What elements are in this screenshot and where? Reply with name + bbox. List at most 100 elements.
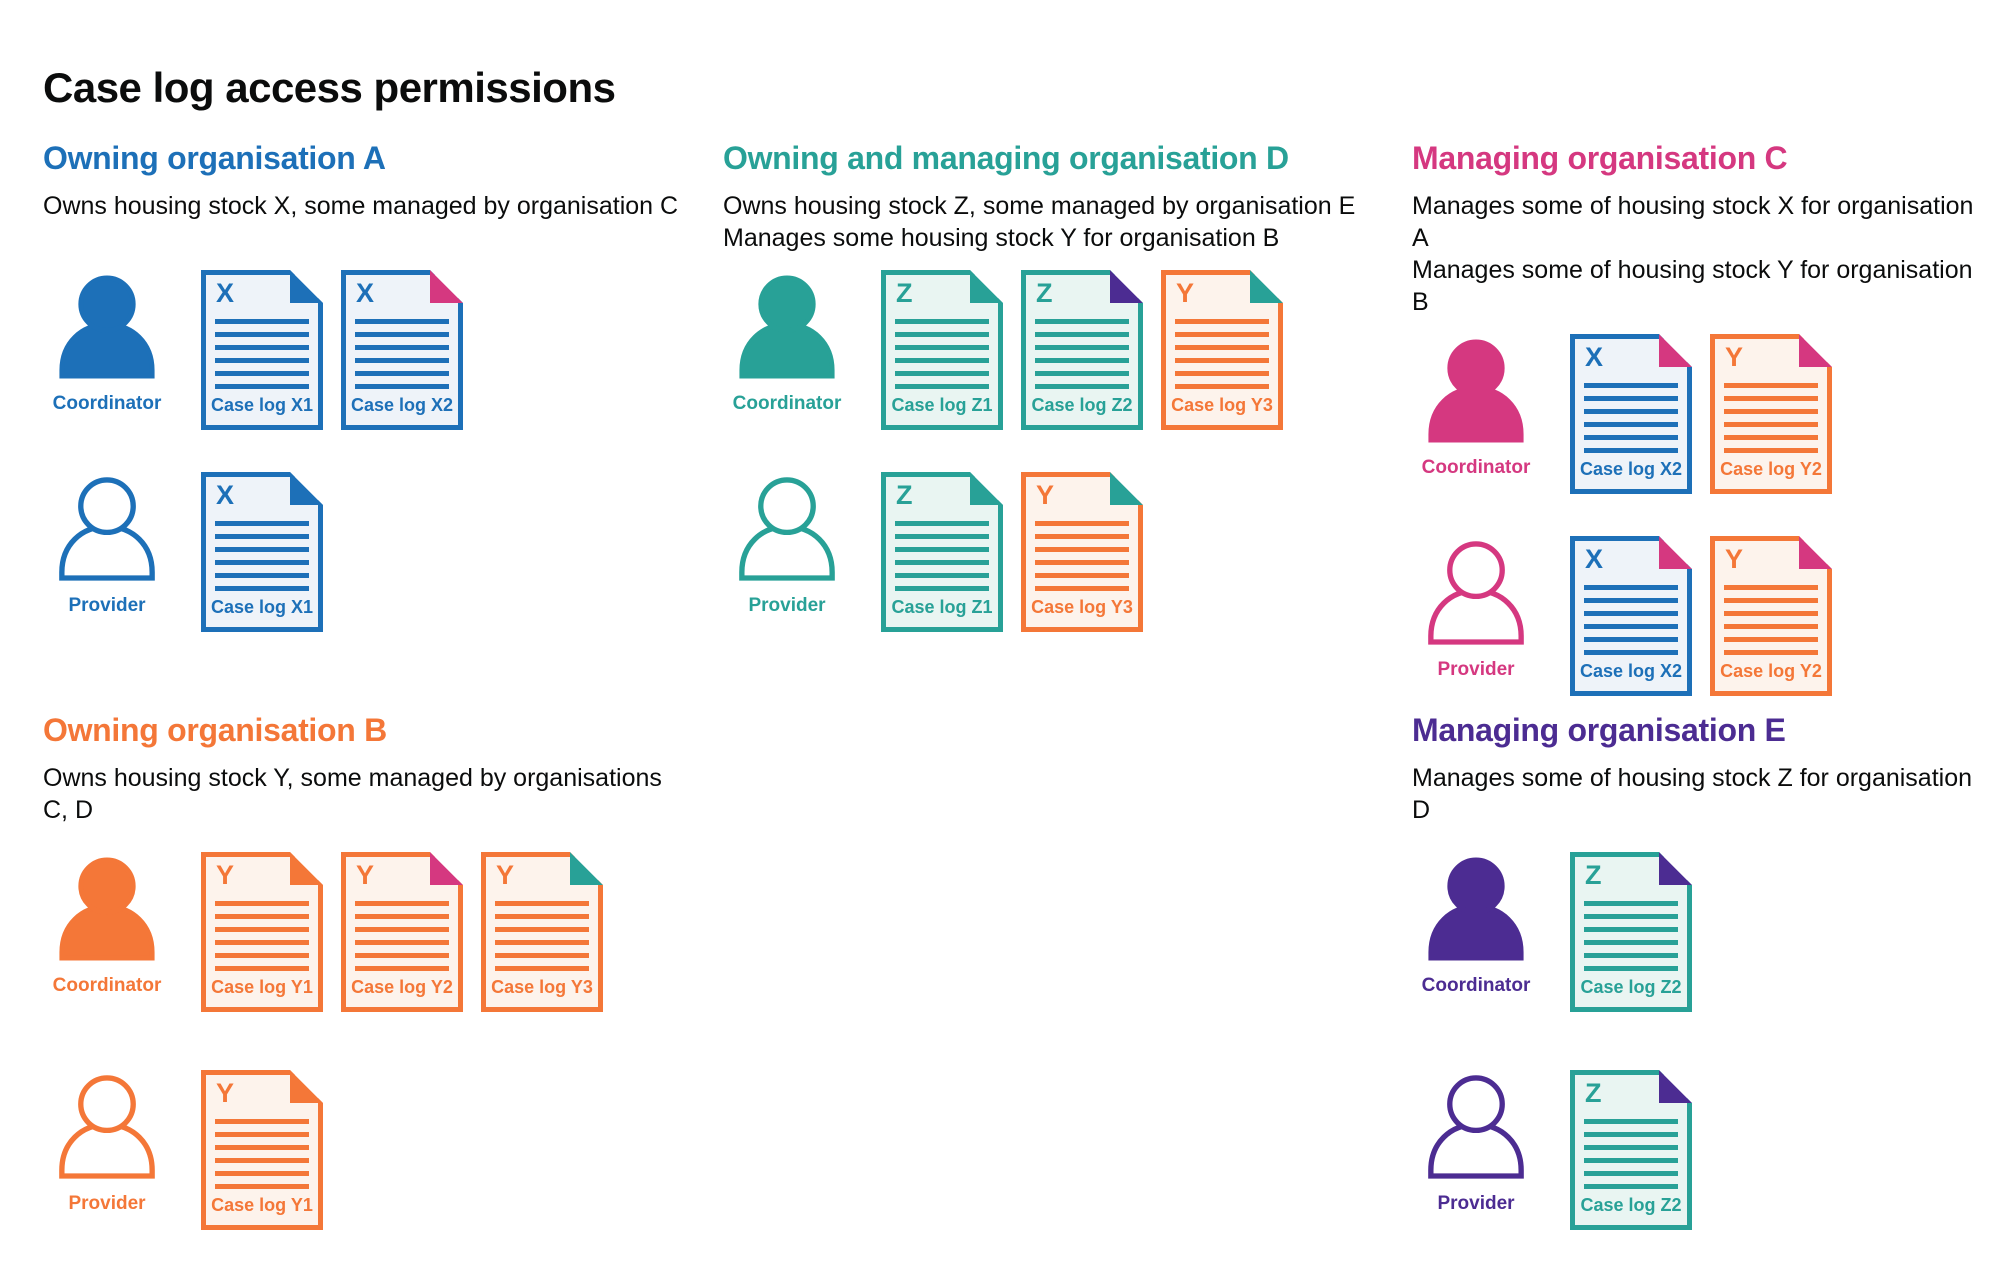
org-b-description-line-1: Owns housing stock Y, some managed by or… xyxy=(43,764,662,824)
org-a-section: Owning organisation A Owns housing stock… xyxy=(43,138,693,632)
doc-letter: Z xyxy=(1585,860,1602,890)
doc-label: Case log X1 xyxy=(210,395,314,415)
doc-text-lines-icon xyxy=(215,319,309,389)
case-log-document: Y Case log Y2 xyxy=(1710,536,1832,696)
doc-label: Case log Y1 xyxy=(211,1195,313,1215)
org-c-description: Manages some of housing stock X for orga… xyxy=(1412,190,1992,318)
doc-label: Case log X2 xyxy=(1579,459,1683,479)
doc-group: X Case log X2 Y Case log Y2 xyxy=(1570,536,1832,696)
org-c-coordinator-row: Coordinator X Case log X2 Y Case log Y2 xyxy=(1412,334,1992,494)
doc-group: Z Case log Z2 xyxy=(1570,1070,1692,1230)
case-log-document: X Case log X1 xyxy=(201,270,323,430)
doc-label: Case log Z2 xyxy=(1031,395,1133,415)
case-log-document: Y Case log Y1 xyxy=(201,1070,323,1230)
doc-label: Case log Y3 xyxy=(1171,395,1273,415)
role-label: Coordinator xyxy=(1421,975,1531,996)
doc-label: Case log Y3 xyxy=(1031,597,1133,617)
case-log-document: X Case log X1 xyxy=(201,472,323,632)
role-label: Coordinator xyxy=(52,975,162,996)
org-e-section: Managing organisation E Manages some of … xyxy=(1412,710,1992,1230)
doc-text-lines-icon xyxy=(495,901,589,971)
doc-text-lines-icon xyxy=(1724,585,1818,655)
org-b-section: Owning organisation B Owns housing stock… xyxy=(43,710,693,1230)
doc-letter: Z xyxy=(896,480,913,510)
case-log-document: X Case log X2 xyxy=(1570,334,1692,494)
org-c-description-line-2: Manages some of housing stock Y for orga… xyxy=(1412,256,1973,316)
org-a-coordinator-row: Coordinator X Case log X1 X Case log X2 xyxy=(43,270,693,430)
coordinator-icon xyxy=(1426,338,1526,443)
doc-letter: X xyxy=(1585,544,1604,574)
folded-corner-icon xyxy=(1659,334,1692,367)
doc-label: Case log Y2 xyxy=(1720,459,1822,479)
case-log-document: Z Case log Z2 xyxy=(1570,852,1692,1012)
doc-group: X Case log X1 X Case log X2 xyxy=(201,270,463,430)
provider-cell: Provider xyxy=(723,472,851,617)
doc-label: Case log X2 xyxy=(1579,661,1683,681)
case-log-document: Z Case log Z1 xyxy=(881,270,1003,430)
doc-group: Z Case log Z1 Z Case log Z2 Y Case log Y… xyxy=(881,270,1283,430)
org-d-coordinator-row: Coordinator Z Case log Z1 Z Case log Z2 … xyxy=(723,270,1383,430)
doc-text-lines-icon xyxy=(1035,319,1129,389)
case-log-document: Y Case log Y2 xyxy=(1710,334,1832,494)
coordinator-icon xyxy=(1426,856,1526,961)
case-log-document: X Case log X2 xyxy=(1570,536,1692,696)
role-label: Coordinator xyxy=(52,393,162,414)
doc-label: Case log Z2 xyxy=(1580,1195,1682,1215)
org-e-description: Manages some of housing stock Z for orga… xyxy=(1412,762,1992,826)
doc-label: Case log Z2 xyxy=(1580,977,1682,997)
doc-label: Case log Y2 xyxy=(351,977,453,997)
folded-corner-icon xyxy=(290,472,323,505)
case-log-document: Y Case log Y3 xyxy=(1161,270,1283,430)
provider-icon xyxy=(1426,540,1526,645)
doc-text-lines-icon xyxy=(895,521,989,591)
case-log-document: X Case log X2 xyxy=(341,270,463,430)
doc-text-lines-icon xyxy=(355,319,449,389)
doc-text-lines-icon xyxy=(1724,383,1818,453)
doc-group: X Case log X1 xyxy=(201,472,323,632)
org-c-description-line-1: Manages some of housing stock X for orga… xyxy=(1412,192,1974,252)
org-b-coordinator-row: Coordinator Y Case log Y1 Y Case log Y2 … xyxy=(43,852,693,1012)
doc-letter: X xyxy=(216,480,235,510)
org-e-coordinator-row: Coordinator Z Case log Z2 xyxy=(1412,852,1992,1012)
doc-group: Y Case log Y1 Y Case log Y2 Y Case log Y… xyxy=(201,852,603,1012)
doc-letter: X xyxy=(356,278,375,308)
doc-group: Z Case log Z2 xyxy=(1570,852,1692,1012)
doc-letter: Z xyxy=(1585,1078,1602,1108)
doc-text-lines-icon xyxy=(1035,521,1129,591)
org-c-provider-row: Provider X Case log X2 Y Case log Y2 xyxy=(1412,536,1992,696)
org-d-description: Owns housing stock Z, some managed by or… xyxy=(723,190,1383,254)
doc-label: Case log Y1 xyxy=(211,977,313,997)
org-e-description-line-1: Manages some of housing stock Z for orga… xyxy=(1412,764,1973,824)
folded-corner-icon xyxy=(1799,536,1832,569)
folded-corner-icon xyxy=(290,852,323,885)
case-log-document: Y Case log Y2 xyxy=(341,852,463,1012)
org-a-description-line-1: Owns housing stock X, some managed by or… xyxy=(43,192,679,220)
doc-text-lines-icon xyxy=(355,901,449,971)
page-title: Case log access permissions xyxy=(43,64,616,112)
org-a-description: Owns housing stock X, some managed by or… xyxy=(43,190,693,254)
folded-corner-icon xyxy=(970,270,1003,303)
doc-letter: Y xyxy=(216,1078,235,1108)
doc-letter: Y xyxy=(1725,544,1744,574)
case-log-document: Z Case log Z1 xyxy=(881,472,1003,632)
folded-corner-icon xyxy=(1659,1070,1692,1103)
doc-text-lines-icon xyxy=(1584,1119,1678,1189)
role-label: Provider xyxy=(748,595,826,616)
org-d-description-line-2: Manages some housing stock Y for organis… xyxy=(723,224,1280,252)
folded-corner-icon xyxy=(1250,270,1283,303)
doc-group: Y Case log Y1 xyxy=(201,1070,323,1230)
folded-corner-icon xyxy=(1659,852,1692,885)
org-b-header: Owning organisation B xyxy=(43,712,387,748)
provider-icon xyxy=(1426,1074,1526,1179)
folded-corner-icon xyxy=(430,270,463,303)
provider-cell: Provider xyxy=(43,1070,171,1215)
org-e-header: Managing organisation E xyxy=(1412,712,1786,748)
org-d-header: Owning and managing organisation D xyxy=(723,140,1289,176)
folded-corner-icon xyxy=(1110,270,1143,303)
folded-corner-icon xyxy=(970,472,1003,505)
coordinator-cell: Coordinator xyxy=(43,270,171,415)
provider-cell: Provider xyxy=(43,472,171,617)
coordinator-icon xyxy=(57,274,157,379)
provider-cell: Provider xyxy=(1412,1070,1540,1215)
provider-icon xyxy=(737,476,837,581)
